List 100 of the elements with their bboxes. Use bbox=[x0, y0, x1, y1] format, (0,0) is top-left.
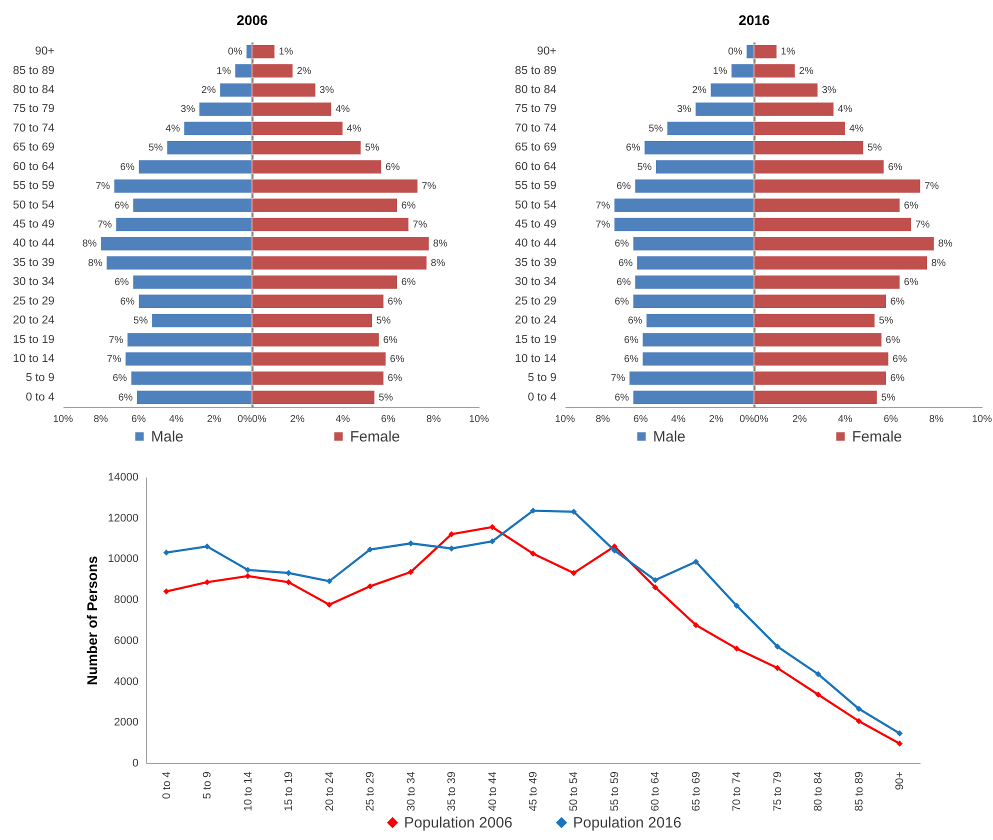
y-tick-label: 35 to 39 bbox=[12, 256, 54, 269]
y-tick-label: 15 to 19 bbox=[12, 334, 54, 346]
y-tick-label: 12000 bbox=[108, 512, 138, 524]
point bbox=[611, 547, 618, 554]
x-tick-label: 90+ bbox=[894, 772, 906, 790]
data-label: 5% bbox=[878, 316, 894, 327]
x-tick-label: 20 to 24 bbox=[324, 772, 336, 812]
x-tick-label: 4% bbox=[671, 414, 686, 425]
chart-title: 2016 bbox=[738, 12, 770, 28]
y-tick-label: 60 to 64 bbox=[514, 160, 558, 173]
x-tick-label: 35 to 39 bbox=[446, 772, 458, 812]
data-label: 0% bbox=[728, 46, 743, 58]
data-label: 6% bbox=[618, 258, 633, 269]
y-tick-label: 14000 bbox=[108, 472, 138, 484]
point bbox=[734, 646, 740, 652]
data-label: 6% bbox=[388, 296, 402, 308]
x-tick-label: 55 to 59 bbox=[608, 772, 621, 812]
point bbox=[448, 545, 455, 552]
data-label: 7% bbox=[97, 220, 112, 230]
data-label: 1% bbox=[780, 46, 796, 58]
data-label: 3% bbox=[676, 104, 692, 116]
chart-title: 2006 bbox=[236, 12, 268, 28]
data-label: 8% bbox=[931, 258, 946, 269]
point bbox=[489, 538, 496, 544]
data-label: 8% bbox=[82, 238, 97, 250]
y-tick-label: 90+ bbox=[536, 46, 557, 58]
point bbox=[652, 577, 658, 584]
y-tick-label: 80 to 84 bbox=[12, 84, 56, 96]
x-tick-label: 10% bbox=[554, 414, 576, 425]
x-tick-label: 8% bbox=[929, 414, 944, 425]
data-label: 0% bbox=[228, 46, 242, 58]
x-tick-label: 2% bbox=[708, 414, 724, 425]
data-label: 5% bbox=[637, 162, 652, 173]
x-tick-label: 0% bbox=[238, 414, 252, 425]
point bbox=[448, 531, 455, 538]
x-tick-label: 2% bbox=[792, 414, 807, 425]
data-label: 5% bbox=[867, 142, 882, 154]
point bbox=[285, 570, 292, 576]
data-label: 7% bbox=[106, 354, 122, 365]
y-tick-label: 65 to 69 bbox=[514, 142, 556, 154]
y-tick-label: 55 to 59 bbox=[514, 180, 556, 192]
data-label: 5% bbox=[881, 392, 896, 404]
y-tick-label: 40 to 44 bbox=[514, 238, 558, 250]
point bbox=[774, 664, 781, 672]
y-tick-label: 5 to 9 bbox=[26, 372, 54, 384]
data-label: 6% bbox=[614, 296, 630, 308]
y-tick-label: 10 to 14 bbox=[12, 352, 56, 365]
data-label: 7% bbox=[422, 181, 436, 192]
y-tick-label: 55 to 59 bbox=[12, 180, 54, 192]
data-label: 6% bbox=[624, 334, 639, 346]
data-label: 6% bbox=[626, 142, 640, 154]
data-label: 3% bbox=[180, 104, 196, 116]
point bbox=[530, 508, 536, 514]
point bbox=[326, 602, 332, 608]
x-tick-label: 40 to 44 bbox=[486, 772, 499, 812]
x-tick-label: 0% bbox=[252, 414, 267, 425]
data-label: 7% bbox=[610, 373, 626, 384]
y-tick-label: 20 to 24 bbox=[514, 314, 558, 327]
data-label: 6% bbox=[120, 296, 135, 308]
point bbox=[204, 579, 210, 586]
data-label: 6% bbox=[614, 392, 630, 404]
y-tick-label: 70 to 74 bbox=[12, 122, 56, 134]
legend-label: Female bbox=[350, 428, 400, 446]
y-tick-label: 65 to 69 bbox=[12, 142, 54, 154]
y-tick-label: 6000 bbox=[114, 634, 138, 647]
data-label: 6% bbox=[890, 296, 905, 308]
y-tick-label: 10000 bbox=[108, 553, 138, 566]
data-label: 7% bbox=[915, 220, 930, 230]
data-label: 5% bbox=[148, 142, 164, 154]
x-tick-label: 6% bbox=[131, 414, 146, 425]
data-label: 7% bbox=[108, 334, 124, 346]
y-tick-label: 45 to 49 bbox=[12, 218, 54, 230]
data-label: 6% bbox=[890, 373, 905, 384]
x-tick-label: 6% bbox=[380, 414, 396, 425]
y-tick-label: 25 to 29 bbox=[12, 295, 54, 308]
y-tick-label: 75 to 79 bbox=[514, 103, 556, 116]
point bbox=[326, 578, 332, 584]
point bbox=[856, 718, 862, 724]
point bbox=[163, 550, 170, 556]
x-tick-label: 80 to 84 bbox=[812, 772, 825, 812]
x-tick-label: 10% bbox=[52, 414, 74, 425]
legend-label: Female bbox=[852, 428, 902, 446]
data-label: 8% bbox=[433, 238, 448, 250]
y-tick-label: 5 to 9 bbox=[528, 372, 556, 384]
y-tick-label: 40 to 44 bbox=[12, 238, 56, 250]
data-label: 7% bbox=[412, 220, 428, 230]
x-tick-label: 6% bbox=[633, 414, 648, 425]
data-label: 1% bbox=[712, 66, 728, 77]
y-tick-label: 80 to 84 bbox=[514, 84, 558, 96]
data-label: 6% bbox=[892, 354, 908, 365]
x-tick-label: 70 to 74 bbox=[731, 772, 744, 812]
data-label: 6% bbox=[886, 334, 900, 346]
x-tick-label: 6% bbox=[884, 414, 898, 425]
x-tick-label: 0% bbox=[754, 414, 769, 425]
data-label: 3% bbox=[320, 85, 334, 96]
y-tick-label: 0 bbox=[132, 758, 138, 770]
data-label: 6% bbox=[383, 334, 398, 346]
point bbox=[163, 588, 170, 594]
data-label: 2% bbox=[692, 85, 707, 96]
y-tick-label: 20 to 24 bbox=[12, 314, 56, 327]
